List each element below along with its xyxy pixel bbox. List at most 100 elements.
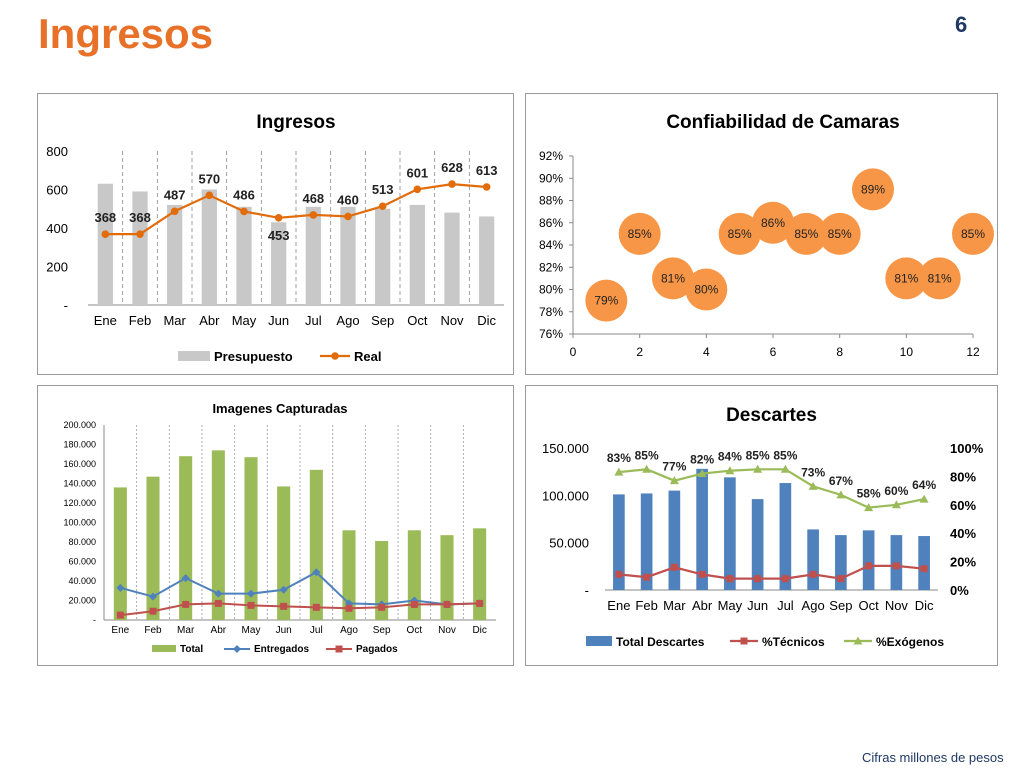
total-bar [211, 450, 225, 620]
total-descartes-bar [724, 477, 736, 590]
exogenos-point [780, 464, 790, 473]
entregados-point [116, 583, 125, 592]
tecnicos-point [920, 565, 928, 573]
x-tick-label: Feb [144, 625, 162, 636]
y2-tick-label: 60% [950, 498, 976, 513]
real-point [482, 183, 491, 191]
x-tick-label: Abr [211, 625, 227, 636]
x-tick-label: Sep [371, 313, 394, 328]
pagados-point [182, 600, 190, 608]
tecnicos-point [892, 562, 900, 570]
total-descartes-bar [807, 529, 819, 590]
entregados-point [247, 589, 255, 598]
total-bar [342, 530, 356, 620]
entregados-line [120, 571, 480, 606]
presupuesto-bar [305, 206, 321, 305]
tecnicos-point [615, 570, 623, 578]
y-tick-label: 86% [539, 216, 563, 230]
imagenes-chart: Imagenes Capturadas - 20.000 40.000 60.000 80… [63, 401, 496, 655]
x-tick-label: Ene [111, 625, 129, 636]
x-tick-label: 8 [836, 345, 843, 359]
x-tick-label: Ago [802, 598, 825, 613]
x-tick-label: Oct [407, 625, 423, 636]
exogenos-data-label: 58% [857, 487, 881, 501]
presupuesto-bar [375, 208, 391, 305]
bubble-data-label: 81% [661, 271, 685, 285]
y-tick-label: 140.000 [63, 479, 96, 489]
y-tick-label: 60.000 [68, 557, 96, 567]
pagados-point [476, 599, 484, 607]
y-tick-label: 400 [46, 221, 68, 236]
legend-presupuesto-swatch [178, 351, 210, 361]
real-data-label: 613 [476, 163, 498, 178]
legend-total-label: Total [180, 644, 203, 655]
presupuesto-bar [201, 189, 217, 305]
x-tick-label: Jun [747, 598, 768, 613]
imagenes-chart-panel: Imagenes Capturadas - 20.000 40.000 60.000 80… [37, 385, 514, 666]
real-point [274, 213, 283, 222]
x-tick-label: Jul [310, 625, 323, 636]
x-tick-label: Dic [915, 598, 934, 613]
x-tick-label: Dic [472, 625, 486, 636]
y2-tick-label: 0% [950, 583, 969, 598]
presupuesto-bar [132, 191, 148, 305]
pagados-point [378, 603, 386, 611]
x-tick-label: Jun [268, 313, 289, 328]
bubble-data-label: 85% [794, 227, 818, 241]
real-line [105, 183, 487, 236]
pagados-point [214, 599, 222, 607]
chart-title: Descartes [726, 405, 817, 426]
exogenos-data-label: 84% [718, 450, 742, 464]
total-bar [146, 476, 160, 620]
y-tick-label: 80.000 [68, 537, 96, 547]
pagados-point [247, 601, 255, 609]
x-tick-label: 10 [900, 345, 914, 359]
y-tick-label: - [93, 615, 96, 625]
descartes-chart-panel: Descartes - 50.000 100.000 150.000 0% 20% 40% 60… [525, 385, 998, 666]
total-descartes-bar [779, 483, 792, 590]
real-data-label: 468 [302, 191, 324, 206]
exogenos-data-label: 85% [773, 448, 797, 462]
exogenos-point [697, 469, 707, 478]
bubble-data-label: 89% [861, 182, 885, 196]
x-tick-label: Feb [635, 598, 657, 613]
entregados-point [279, 585, 288, 594]
bubble-data-label: 86% [761, 216, 785, 230]
total-bar [277, 486, 291, 620]
x-tick-label: Mar [163, 313, 186, 328]
x-tick-label: Dic [477, 313, 496, 328]
total-bar [440, 535, 454, 620]
reliability-bubble [618, 212, 661, 255]
total-bar [375, 541, 389, 620]
entregados-point [181, 574, 190, 583]
exogenos-point [919, 494, 929, 503]
y-tick-label: 180.000 [63, 440, 96, 450]
y2-tick-label: 20% [950, 555, 976, 570]
reliability-bubble [752, 201, 794, 244]
exogenos-point [669, 476, 679, 485]
x-tick-label: May [242, 625, 261, 636]
tecnicos-point [698, 570, 706, 578]
tecnicos-point [726, 575, 734, 583]
y2-tick-label: 100% [950, 441, 984, 456]
legend-real-label: Real [354, 349, 381, 364]
pagados-point [410, 600, 418, 608]
tecnicos-point [865, 562, 873, 570]
exogenos-point [808, 481, 818, 490]
footnote: Cifras millones de pesos [862, 750, 1004, 765]
real-point [136, 230, 144, 238]
y-tick-label: 92% [539, 149, 563, 163]
presupuesto-bar [409, 204, 425, 305]
total-bar [407, 530, 421, 620]
x-tick-label: Mar [177, 625, 195, 636]
entregados-point [149, 592, 157, 601]
real-data-label: 368 [94, 210, 116, 225]
x-tick-label: Ene [94, 313, 117, 328]
bubble-data-label: 79% [594, 294, 618, 308]
exogenos-point [614, 467, 624, 476]
presupuesto-bar [271, 222, 287, 305]
real-data-label: 460 [337, 192, 359, 207]
real-data-label: 513 [372, 182, 394, 197]
bubble-data-label: 85% [828, 227, 852, 241]
tecnicos-point [670, 563, 678, 571]
